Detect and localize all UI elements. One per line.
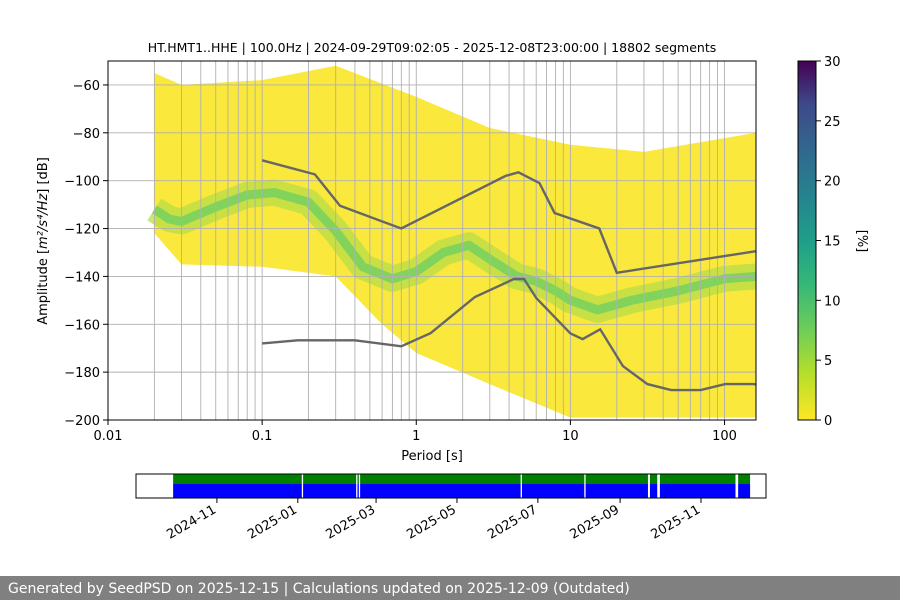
- x-tick-label: 0.01: [94, 429, 123, 444]
- colorbar-tick-label: 10: [824, 294, 841, 309]
- timeline-tick-label: 2025-03: [324, 502, 379, 542]
- colorbar-tick-label: 25: [824, 115, 841, 130]
- colorbar-tick-label: 15: [824, 235, 841, 250]
- y-axis: −60 −80 −100 −120 −140 −160 −180 −200: [64, 79, 108, 429]
- timeline-tick-label: 2025-01: [245, 502, 300, 542]
- timeline-tick-label: 2025-09: [568, 502, 623, 542]
- x-tick-label: 1: [412, 429, 420, 444]
- available-bar: [173, 484, 751, 498]
- y-tick-label: −120: [64, 223, 100, 238]
- data-outage: [647, 474, 650, 498]
- x-tick-label: 100: [712, 429, 737, 444]
- grid-lines: [108, 61, 756, 420]
- y-tick-label: −140: [64, 270, 100, 285]
- timeline-tick-label: 2025-11: [648, 502, 703, 542]
- plot-frame: [107, 60, 757, 421]
- nhnm-curve: [261, 159, 756, 275]
- data-gap: [584, 474, 586, 498]
- x-axis: 0.01 0.1 1 10 100: [94, 420, 737, 444]
- psd-figure: HT.HMT1..HHE | 100.0Hz | 2024-09-29T09:0…: [36, 40, 869, 543]
- data-gap: [301, 474, 304, 498]
- y-tick-label: −100: [64, 175, 100, 190]
- y-tick-label: −160: [64, 318, 100, 333]
- y-axis-label: Amplitude [m²/s⁴/Hz] [dB]: [36, 157, 51, 325]
- data-outage: [735, 474, 739, 498]
- chart-title: HT.HMT1..HHE | 100.0Hz | 2024-09-29T09:0…: [148, 40, 717, 55]
- x-tick-label: 10: [562, 429, 579, 444]
- colorbar-tick-label: 5: [824, 354, 832, 369]
- x-tick-label: 0.1: [252, 429, 273, 444]
- data-gap: [358, 474, 361, 498]
- availability-timeline: 2024-11 2025-01 2025-03 2025-05 2025-07 2025-…: [135, 473, 767, 543]
- colorbar-tick-label: 20: [824, 175, 841, 190]
- y-tick-label: −60: [73, 79, 100, 94]
- data-gap: [356, 474, 358, 498]
- nlnm-curve: [261, 277, 756, 392]
- colorbar: [797, 60, 817, 421]
- timeline-tick-label: 2024-11: [164, 502, 219, 542]
- colorbar-label: [%]: [854, 230, 869, 253]
- plot-area: [108, 61, 756, 420]
- y-tick-label: −80: [73, 127, 100, 142]
- colorbar-tick-label: 0: [824, 414, 832, 429]
- density-band-inner: [151, 188, 756, 315]
- timeline-tick-label: 2025-05: [404, 502, 459, 542]
- x-axis-label: Period [s]: [401, 449, 463, 464]
- processed-bar: [173, 474, 751, 484]
- y-tick-label: −180: [64, 366, 100, 381]
- footer-bar: Generated by SeedPSD on 2025-12-15 | Cal…: [0, 576, 900, 600]
- timeline-tick-label: 2025-07: [485, 502, 540, 542]
- colorbar-axis: 0 5 10 15 20 25 30: [816, 55, 841, 429]
- colorbar-tick-label: 30: [824, 55, 841, 70]
- data-outage: [657, 474, 660, 498]
- data-gap: [520, 474, 522, 498]
- y-tick-label: −200: [64, 414, 100, 429]
